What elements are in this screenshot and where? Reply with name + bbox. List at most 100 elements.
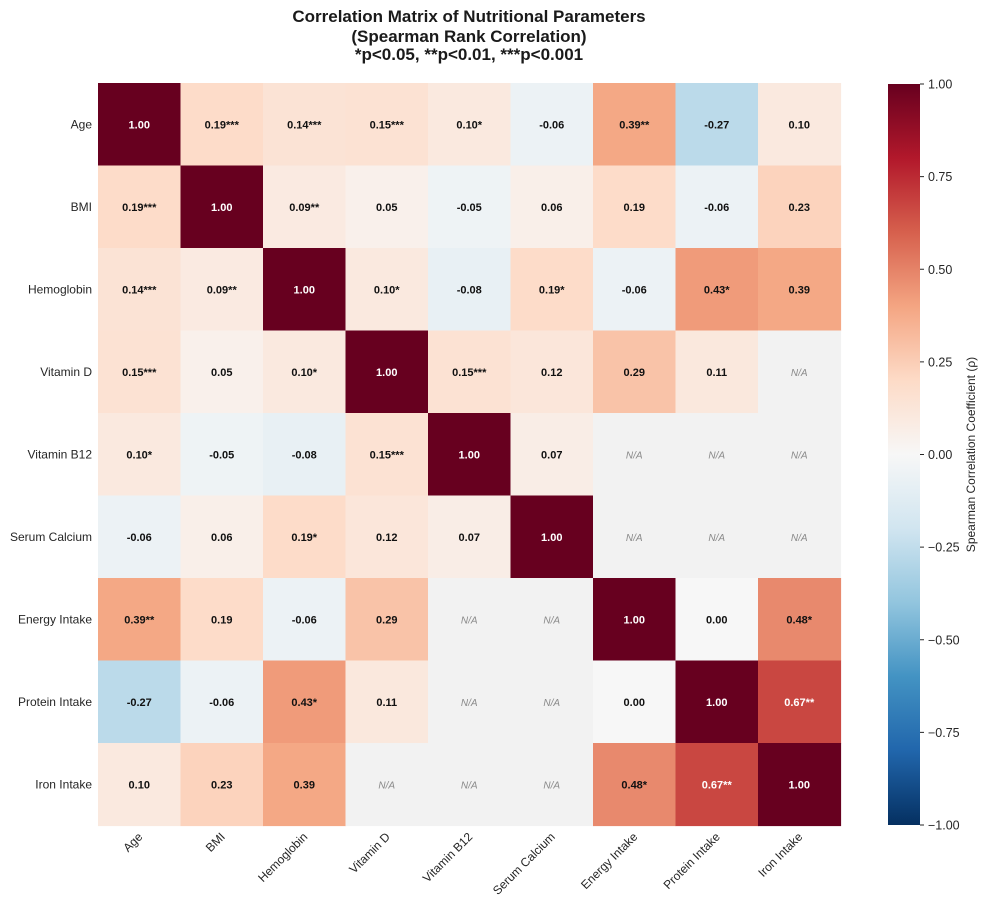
heatmap-cell <box>593 413 677 497</box>
cell-value-label: 0.10 <box>789 119 810 131</box>
x-axis-tick-labels: Age BMI Hemoglobin Vitamin D Vitamin B12 Seru… <box>120 829 805 897</box>
heatmap-cell <box>510 248 594 332</box>
cell-value-label: 1.00 <box>376 367 397 379</box>
chart-title-line-1: Correlation Matrix of Nutritional Parame… <box>292 7 646 26</box>
y-axis-tick-labels: Age BMI Hemoglobin Vitamin D Vitamin B12 Seru… <box>10 117 92 791</box>
cell-value-label: 0.00 <box>706 614 727 626</box>
cell-value-label: 0.67** <box>702 779 733 791</box>
y-tick-label: Hemoglobin <box>28 282 92 296</box>
heatmap-cell <box>428 330 512 414</box>
heatmap-cell <box>675 330 759 414</box>
heatmap-cell <box>675 660 759 744</box>
heatmap-cell <box>345 330 429 414</box>
cell-value-label: -0.08 <box>292 449 317 461</box>
cell-value-label: 0.15*** <box>452 367 487 379</box>
cell-value-label: 0.15*** <box>122 367 157 379</box>
colorbar-tick-label: 0.75 <box>928 170 952 184</box>
heatmap-cell <box>758 660 842 744</box>
heatmap-cell <box>180 165 264 249</box>
cell-value-label: 1.00 <box>459 449 480 461</box>
colorbar-tick-label: 0.50 <box>928 263 952 277</box>
cell-na-label: N/A <box>708 450 725 461</box>
colorbar: 1.00 0.75 0.50 0.25 0.00 −0.25 −0.50 −0.75 −1.00… <box>888 78 978 833</box>
cell-na-label: N/A <box>543 698 560 709</box>
cell-value-label: 0.10* <box>291 367 317 379</box>
x-tick-label: Energy Intake <box>578 829 640 891</box>
cell-value-label: -0.27 <box>704 119 729 131</box>
heatmap-cell <box>510 413 594 497</box>
heatmap-cell <box>593 165 677 249</box>
heatmap-cell <box>428 660 512 744</box>
heatmap-cell <box>98 413 182 497</box>
heatmap-cell <box>263 495 347 579</box>
cell-value-label: 0.43* <box>704 284 730 296</box>
heatmap-cell <box>263 165 347 249</box>
cell-na-label: N/A <box>543 615 560 626</box>
x-tick-label: Age <box>120 829 145 854</box>
heatmap-cell <box>263 660 347 744</box>
cell-value-label: 1.00 <box>789 779 810 791</box>
heatmap-cell <box>593 495 677 579</box>
colorbar-gradient <box>888 84 920 825</box>
cell-value-label: 0.11 <box>706 367 727 379</box>
x-tick-label: Iron Intake <box>755 829 805 879</box>
heatmap-cell <box>428 743 512 827</box>
cell-value-label: 0.29 <box>376 614 397 626</box>
cell-value-label: 0.23 <box>211 779 232 791</box>
heatmap-cell <box>593 83 677 167</box>
cell-value-label: 0.05 <box>376 202 397 214</box>
heatmap-cell <box>98 330 182 414</box>
cell-na-label: N/A <box>461 615 478 626</box>
heatmap-cell <box>263 578 347 662</box>
cell-value-label: 0.39** <box>124 614 155 626</box>
heatmap-cell <box>593 578 677 662</box>
heatmap-cell <box>180 743 264 827</box>
heatmap-cell <box>758 83 842 167</box>
colorbar-tick-label: −0.75 <box>928 726 960 740</box>
heatmap-cell <box>593 330 677 414</box>
cell-value-label: -0.06 <box>539 119 564 131</box>
cell-value-label: -0.06 <box>704 202 729 214</box>
colorbar-tick-label: −0.25 <box>928 541 960 555</box>
heatmap-cell <box>758 413 842 497</box>
cell-value-label: 0.19* <box>539 284 565 296</box>
heatmap-cell <box>510 330 594 414</box>
y-tick-label: Serum Calcium <box>10 530 92 544</box>
cell-value-label: 0.15*** <box>370 119 405 131</box>
x-tick-label: Vitamin B12 <box>420 829 476 885</box>
heatmap-cell <box>263 413 347 497</box>
cell-value-label: 1.00 <box>706 697 727 709</box>
heatmap-cell <box>758 743 842 827</box>
heatmap-cell <box>510 165 594 249</box>
cell-value-label: 1.00 <box>541 532 562 544</box>
heatmap-cell <box>675 495 759 579</box>
cell-value-label: 0.19*** <box>122 202 157 214</box>
cell-value-label: 0.14*** <box>287 119 322 131</box>
heatmap-cell <box>263 248 347 332</box>
cell-value-label: 0.39 <box>294 779 315 791</box>
cell-value-label: 0.12 <box>541 367 562 379</box>
heatmap-cell <box>98 578 182 662</box>
heatmap-cell <box>428 165 512 249</box>
cell-value-label: -0.08 <box>457 284 482 296</box>
heatmap-cell <box>345 743 429 827</box>
cell-value-label: -0.06 <box>292 614 317 626</box>
cell-value-label: -0.06 <box>622 284 647 296</box>
heatmap-cell <box>180 330 264 414</box>
cell-value-label: 0.12 <box>376 532 397 544</box>
y-tick-label: Energy Intake <box>18 612 92 626</box>
heatmap-cell <box>758 165 842 249</box>
chart-title-line-3: *p<0.05, **p<0.01, ***p<0.001 <box>354 45 584 64</box>
heatmap-cell <box>758 495 842 579</box>
cell-value-label: 0.06 <box>541 202 562 214</box>
cell-value-label: 0.39** <box>619 119 650 131</box>
x-tick-label: Protein Intake <box>661 829 723 891</box>
heatmap-cell <box>345 83 429 167</box>
colorbar-tick-label: −1.00 <box>928 819 960 833</box>
cell-value-label: 0.48* <box>786 614 812 626</box>
cell-value-label: 0.43* <box>291 697 317 709</box>
cell-na-label: N/A <box>378 780 395 791</box>
heatmap-cell <box>180 578 264 662</box>
cell-value-label: 0.10* <box>456 119 482 131</box>
